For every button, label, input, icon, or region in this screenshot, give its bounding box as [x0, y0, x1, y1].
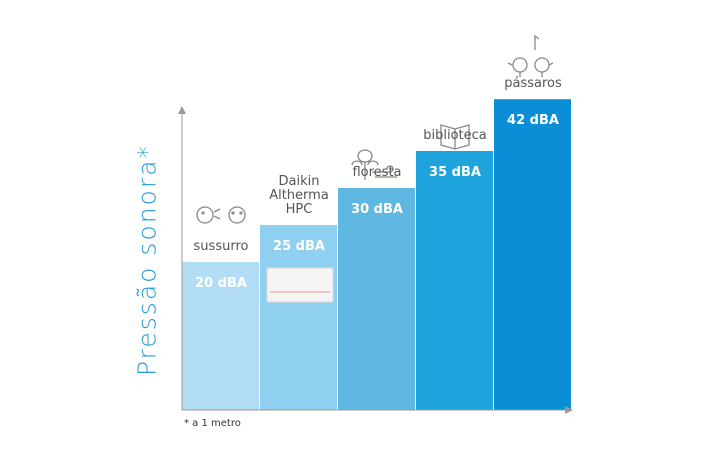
- icons: [196, 34, 554, 303]
- footnote: * a 1 metro: [184, 418, 241, 429]
- value-label: 20 dBA: [195, 276, 247, 291]
- bar: [260, 225, 337, 410]
- value-label: 30 dBA: [351, 202, 403, 217]
- bar: [416, 151, 493, 410]
- bar: [494, 99, 571, 410]
- x-arrow: [565, 406, 573, 414]
- y-axis-label: Pressão sonora*: [132, 144, 162, 376]
- category-label: pássaros: [504, 76, 562, 92]
- bar: [338, 188, 415, 410]
- category-label: biblioteca: [423, 128, 487, 143]
- value-label: 35 dBA: [429, 165, 481, 180]
- category-label: sussurro: [193, 239, 249, 254]
- category-label: floresta: [352, 165, 402, 180]
- category-label: Daikin Altherma HPC: [269, 174, 329, 217]
- value-label: 42 dBA: [507, 113, 559, 129]
- value-label: 25 dBA: [273, 239, 325, 254]
- y-arrow: [178, 106, 186, 114]
- bar: [182, 262, 259, 410]
